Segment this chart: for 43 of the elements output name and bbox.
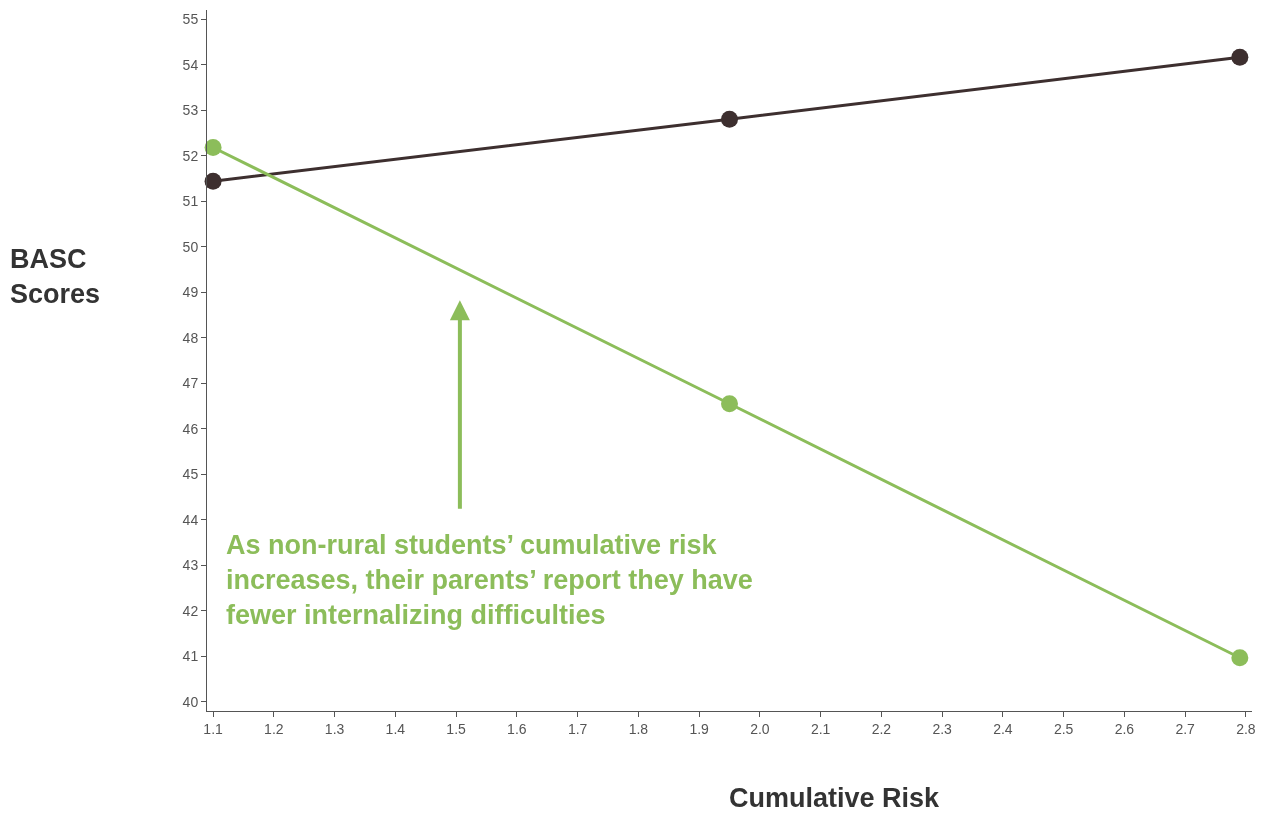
x-tick-label: 2.3 [932, 720, 953, 737]
x-tick-label: 2.8 [1236, 720, 1256, 737]
x-tick-label: 1.9 [689, 720, 710, 737]
x-tick-label: 2.0 [750, 720, 770, 737]
y-tick-label: 41 [182, 648, 199, 665]
x-tick-label: 1.8 [628, 720, 649, 737]
y-tick-label: 53 [182, 102, 199, 119]
y-tick-label: 46 [182, 420, 199, 437]
x-axis-title: Cumulative Risk [729, 783, 941, 813]
x-tick-label: 1.4 [385, 720, 406, 737]
y-tick-label: 43 [182, 557, 199, 574]
y-tick-label: 40 [182, 693, 199, 710]
point [1231, 48, 1249, 66]
x-tick-label: 2.6 [1114, 720, 1135, 737]
y-tick-label: 52 [182, 147, 199, 164]
x-tick-label: 1.1 [203, 720, 224, 737]
y-tick-label: 48 [182, 329, 199, 346]
y-tick-label: 50 [182, 238, 199, 255]
x-tick-label: 2.7 [1175, 720, 1196, 737]
y-tick-label: 47 [182, 375, 199, 392]
y-tick-label: 45 [182, 466, 199, 483]
point [204, 172, 222, 190]
y-tick-label: 42 [182, 602, 199, 619]
y-tick-label: 44 [182, 511, 199, 528]
x-tick-label: 1.3 [324, 720, 345, 737]
x-tick-label: 2.2 [871, 720, 892, 737]
x-tick-label: 1.2 [264, 720, 284, 737]
x-tick-label: 2.4 [993, 720, 1013, 737]
point [721, 110, 738, 128]
annotation: As non-rural students’ cumulative risk increases, their parents’ report they have fewer internalizing difficulties [226, 530, 753, 631]
x-tick-label: 2.1 [810, 720, 831, 737]
x-tick-label: 1.5 [446, 720, 467, 737]
y-tick-label: 55 [182, 11, 199, 27]
x-tick-label: 1.7 [567, 720, 588, 737]
y-tick-label: 51 [182, 193, 199, 210]
x-tick-label: 1.6 [507, 720, 527, 737]
x-tick-label: 2.5 [1053, 720, 1074, 737]
point [1231, 649, 1249, 667]
point [204, 138, 222, 156]
y-axis-title: BASC Scores [10, 244, 101, 310]
point [721, 395, 738, 413]
y-tick-label: 54 [182, 56, 199, 73]
y-tick-label: 49 [182, 284, 199, 301]
